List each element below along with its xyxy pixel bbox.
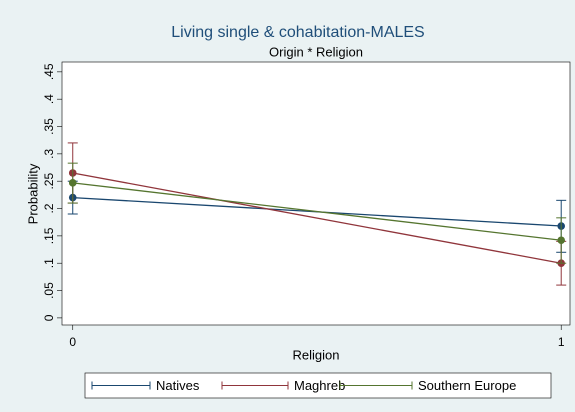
y-tick-label: .4 xyxy=(42,94,56,104)
x-tick-label: 1 xyxy=(558,335,565,349)
plot-area xyxy=(61,61,571,326)
x-tick-label: 0 xyxy=(69,335,76,349)
point xyxy=(557,236,566,245)
y-tick-label: .1 xyxy=(42,258,56,268)
y-tick-label: .35 xyxy=(42,118,56,135)
point xyxy=(68,179,77,187)
chart-subtitle: Origin * Religion xyxy=(269,44,363,59)
y-tick-label: .15 xyxy=(42,227,56,244)
y-axis-label: Probability xyxy=(25,163,40,224)
y-tick-label: .45 xyxy=(42,63,56,80)
chart-title: Living single & cohabitation-MALES xyxy=(171,24,424,41)
legend-label: Natives xyxy=(156,378,200,393)
legend xyxy=(84,372,552,399)
legend-label: Southern Europe xyxy=(418,378,516,393)
y-tick-label: 0 xyxy=(42,314,56,321)
series-line xyxy=(72,182,562,241)
series-line xyxy=(72,172,562,264)
x-axis-label: Religion xyxy=(293,347,340,362)
y-tick-label: .05 xyxy=(42,282,56,299)
legend-label: Maghreb xyxy=(294,378,345,393)
y-tick-label: .3 xyxy=(42,149,56,159)
y-tick-label: .2 xyxy=(42,203,56,213)
y-tick-label: .25 xyxy=(42,173,56,190)
